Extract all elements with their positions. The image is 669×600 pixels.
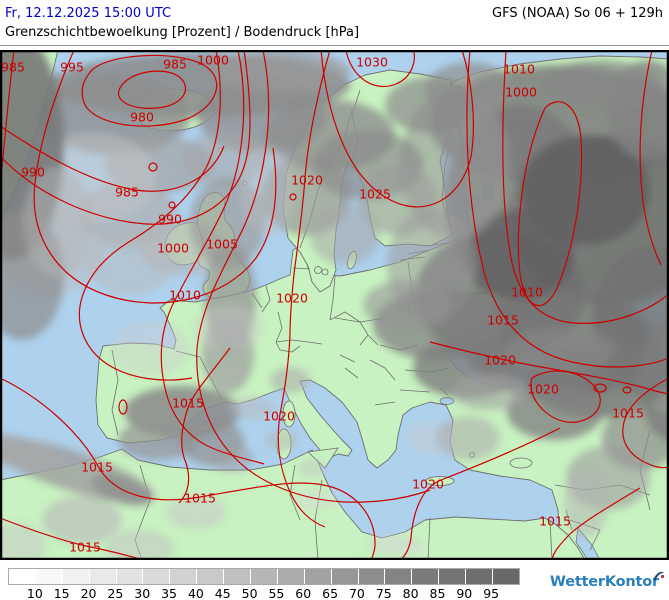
isobar-ring-turkey2 xyxy=(622,386,632,394)
legend-tick: 75 xyxy=(375,586,392,600)
legend-cell xyxy=(439,569,467,584)
legend-tick: 20 xyxy=(80,586,97,600)
island-funen xyxy=(321,268,329,276)
legend-tick-labels: 10 15 20 25 30 35 40 45 50 55 60 65 70 75 80 85 90 95 xyxy=(0,586,669,600)
legend-tick: 80 xyxy=(402,586,419,600)
legend-tick: 90 xyxy=(456,586,473,600)
legend-tick: 10 xyxy=(26,586,43,600)
isobar-1000-west xyxy=(78,50,221,381)
isobar-1015-egypt xyxy=(551,487,641,560)
isobar-1020-west xyxy=(277,50,331,528)
legend-cell xyxy=(197,569,225,584)
legend-tick: 30 xyxy=(134,586,151,600)
legend-cell xyxy=(35,569,63,584)
legend-cell xyxy=(62,569,90,584)
isobar-1025 xyxy=(320,50,475,208)
isobar-1010-russia xyxy=(502,50,669,324)
isobar-1015-northeast xyxy=(639,50,662,266)
model-run-label: GFS (NOAA) So 06 + 129h xyxy=(492,6,663,21)
cloud-cover-legend xyxy=(8,568,520,585)
legend-cell xyxy=(412,569,440,584)
isobar-1015-spain xyxy=(178,347,231,504)
legend-cell xyxy=(251,569,278,584)
brand-swirl-icon xyxy=(653,571,665,580)
isobar-1005 xyxy=(160,50,265,465)
legend-tick: 60 xyxy=(295,586,312,600)
isobar-1020-crete xyxy=(399,427,561,560)
isobar-lines xyxy=(0,50,669,560)
isobar-ring-atlantic2 xyxy=(168,201,176,209)
legend-tick: 65 xyxy=(322,586,339,600)
brand-logo: WetterKontor xyxy=(549,574,659,590)
isobar-1015-east xyxy=(622,377,669,469)
isobar-985-closed xyxy=(81,54,218,127)
island-cyprus xyxy=(509,457,533,469)
legend-cell xyxy=(9,569,36,584)
sea-of-marmara xyxy=(439,397,455,405)
legend-cell xyxy=(116,569,144,584)
legend-cell xyxy=(466,569,494,584)
isobar-985-left xyxy=(0,50,15,179)
legend-tick: 40 xyxy=(187,586,204,600)
weather-map: 985 995 985 1000 1030 1010 1000 980 990 1020 1025 9… xyxy=(0,50,669,560)
isobar-995 xyxy=(33,50,277,304)
legend-tick: 85 xyxy=(429,586,446,600)
isobar-980 xyxy=(117,70,187,109)
legend-cell xyxy=(143,569,171,584)
legend-cell xyxy=(493,569,519,584)
isobar-1030 xyxy=(345,50,416,88)
legend-tick: 55 xyxy=(268,586,285,600)
isobar-1000-russia xyxy=(517,101,583,307)
page-title: Grenzschichtbewoelkung [Prozent] / Boden… xyxy=(5,25,360,40)
europe-map-graphic xyxy=(0,50,669,560)
map-frame xyxy=(0,50,669,560)
datetime-label: Fr, 12.12.2025 15:00 UTC xyxy=(5,6,172,21)
legend-tick: 50 xyxy=(241,586,258,600)
isobar-985-arc xyxy=(0,125,225,192)
legend-tick: 70 xyxy=(348,586,365,600)
legend-cell xyxy=(331,569,359,584)
legend-cell xyxy=(385,569,413,584)
isobar-990 xyxy=(0,50,251,225)
legend-cell xyxy=(224,569,252,584)
legend-cell xyxy=(304,569,332,584)
legend-tick: 35 xyxy=(161,586,177,600)
isobar-1010-west xyxy=(196,50,431,503)
isobar-1015-africa xyxy=(0,377,376,560)
header-divider xyxy=(0,45,669,46)
isobar-ring-atlantic1 xyxy=(148,162,158,172)
isobar-ring-portugal xyxy=(118,399,128,415)
island-corsica xyxy=(282,400,296,428)
cloud-layer xyxy=(0,50,669,560)
isobar-ring-turkey1 xyxy=(593,383,607,393)
legend-cell xyxy=(89,569,117,584)
legend-cell xyxy=(358,569,386,584)
legend-tick: 45 xyxy=(214,586,231,600)
isobar-1015-russia xyxy=(466,50,669,368)
legend-tick: 95 xyxy=(483,586,500,600)
legend-cell xyxy=(277,569,305,584)
legend-tick: 25 xyxy=(107,586,124,600)
island-zealand xyxy=(314,266,322,274)
legend-tick: 15 xyxy=(53,586,70,600)
legend-cell xyxy=(170,569,198,584)
isobar-ring-norway xyxy=(289,193,297,201)
isobar-1020-turkey xyxy=(530,370,601,423)
